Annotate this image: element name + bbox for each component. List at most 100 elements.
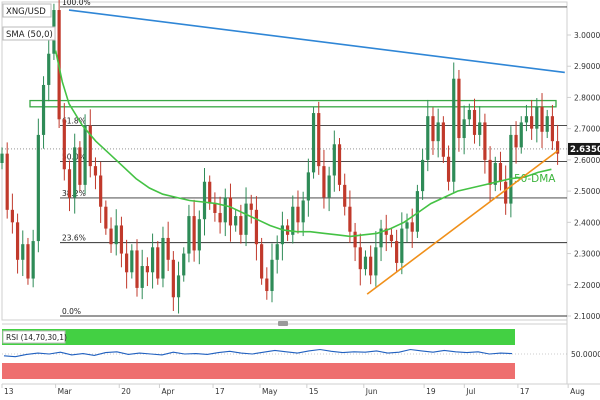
candle-body	[374, 247, 378, 276]
rsi-line	[3, 348, 513, 358]
candle-body	[332, 144, 336, 176]
candle-body	[228, 197, 233, 226]
candle-body	[275, 244, 279, 260]
candle-body	[462, 119, 466, 139]
y-axis-gridlines	[567, 34, 571, 317]
candle-body	[41, 84, 46, 135]
current-price-label: 2.6350	[570, 145, 600, 155]
candle-body	[83, 125, 87, 185]
panel-resize-handle[interactable]	[278, 321, 288, 326]
fib-level-label: 100.0%	[62, 0, 91, 7]
y-tick-label: 2.6000	[574, 156, 600, 165]
candle-body	[363, 256, 368, 270]
fib-level-label: 0.0%	[62, 307, 81, 316]
candle-body	[472, 109, 477, 135]
candle-body	[125, 253, 129, 273]
candle-body	[415, 191, 419, 232]
candle-body	[384, 228, 388, 235]
candle-body	[420, 159, 425, 192]
current-price-badge	[568, 142, 600, 155]
candle-body	[530, 116, 534, 129]
y-tick-label: 3.0000	[574, 31, 600, 40]
y-tick-label: 2.5000	[574, 187, 600, 196]
candle-body	[171, 259, 175, 298]
candle-body	[488, 159, 492, 185]
candle-body	[208, 181, 212, 204]
candle-body	[426, 116, 430, 160]
x-tick-label: 17	[215, 387, 225, 396]
candle-body	[104, 206, 108, 229]
candle-body	[10, 209, 14, 223]
x-tick-label: 13	[4, 387, 14, 396]
rsi-oversold-zone	[2, 363, 515, 379]
rsi-neutral-zone	[2, 345, 515, 363]
candle-body	[467, 109, 471, 120]
candle-body	[452, 78, 456, 182]
fibonacci-levels: 100.0%61.8%50.0%38.2%23.6%0.0%	[60, 0, 567, 317]
candle-body	[213, 203, 217, 213]
candle-body	[31, 241, 35, 279]
candle-body	[358, 247, 362, 270]
candle-body	[176, 275, 181, 298]
candle-body	[457, 78, 461, 139]
y-axis-tick-labels: 3.0000 2.9000 2.8000 2.7000 2.6000 2.5000 2.40…	[574, 31, 600, 321]
candle-body	[301, 200, 305, 223]
candle-body	[540, 106, 544, 132]
candle-body	[5, 153, 9, 210]
candle-body	[317, 113, 321, 167]
candle-body	[67, 169, 72, 198]
rsi-label-box	[2, 330, 66, 344]
candle-body	[483, 122, 487, 160]
x-tick-label: Mar	[58, 387, 73, 396]
candle-body	[166, 237, 170, 260]
candle-body	[410, 222, 414, 232]
candle-body	[150, 247, 155, 273]
candle-body	[21, 244, 25, 260]
candle-body	[119, 225, 124, 254]
candle-body	[260, 244, 264, 279]
candle-body	[26, 244, 30, 279]
sma-50-line	[54, 50, 552, 238]
x-tick-label: Apr	[161, 387, 175, 396]
candle-body	[15, 222, 20, 260]
candle-body	[545, 116, 549, 132]
candle-body	[446, 156, 451, 182]
x-axis-tick-labels: 13 Mar 20 Apr 17 May 15 Jun 19 Jul 17 Aug	[1, 384, 585, 396]
candle-body	[306, 172, 310, 201]
candle-body	[280, 225, 284, 245]
candle-body	[514, 134, 518, 148]
candle-body	[218, 212, 222, 223]
x-tick-label: Jul	[465, 387, 475, 396]
indicator-label: SMA (50,0)	[6, 30, 53, 40]
y-tick-label: 2.9000	[574, 62, 600, 71]
y-tick-label: 2.8000	[574, 93, 600, 102]
candle-body	[265, 278, 269, 292]
y-tick-label: 2.3000	[574, 250, 600, 259]
candle-body	[519, 122, 523, 148]
candle-body	[244, 203, 248, 235]
rsi-overbought-zone	[2, 329, 515, 345]
candle-body	[254, 209, 259, 245]
candle-body	[93, 166, 98, 176]
resistance-zone	[29, 99, 557, 108]
fib-level-label: 61.8%	[62, 117, 86, 126]
candle-body	[504, 181, 508, 204]
candle-body	[202, 181, 207, 220]
candle-body	[431, 116, 435, 142]
candle-body	[187, 216, 191, 254]
candle-body	[353, 231, 357, 248]
candle-body	[322, 166, 326, 198]
candle-body	[441, 122, 445, 157]
candle-body	[327, 175, 331, 198]
candle-body	[337, 144, 342, 185]
y-tick-label: 2.7000	[574, 125, 600, 134]
candle-body	[369, 256, 373, 276]
candle-body	[145, 266, 149, 273]
y-tick-label: 2.1000	[574, 312, 600, 321]
candle-body	[239, 216, 243, 235]
indicator-label-box	[2, 26, 56, 41]
candle-body	[493, 163, 497, 185]
candle-body	[135, 250, 139, 288]
candle-body	[192, 216, 196, 251]
candle-body	[78, 147, 82, 185]
